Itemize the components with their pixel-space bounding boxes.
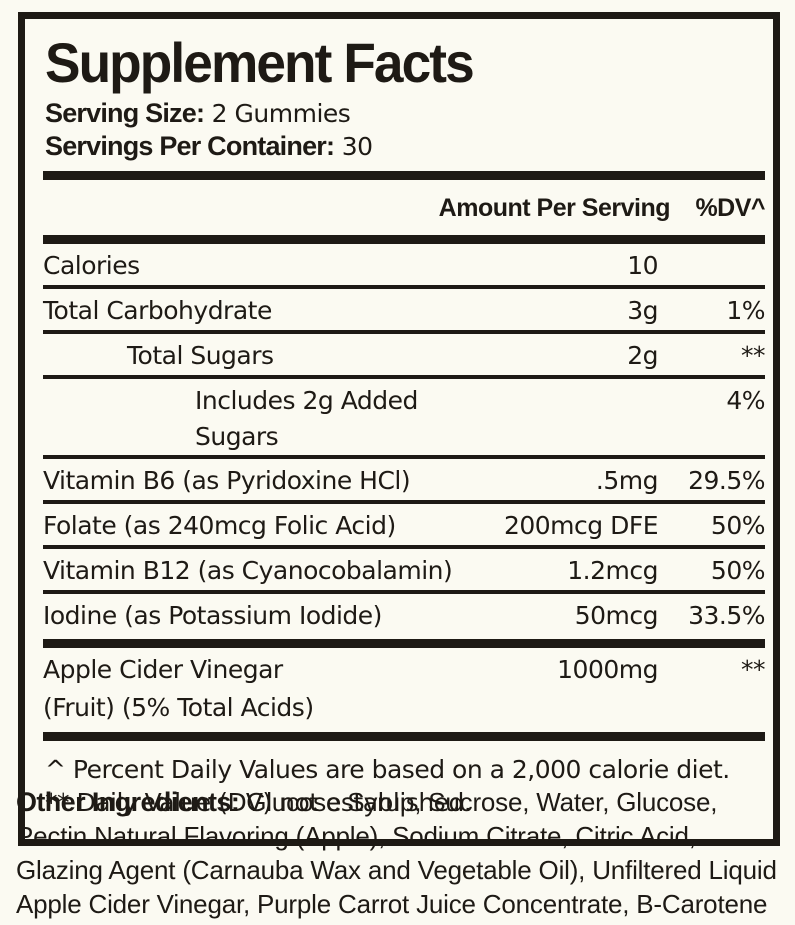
- row-name: Includes 2g Added Sugars: [43, 383, 505, 455]
- footnotes: ^ Percent Daily Values are based on a 2,…: [43, 741, 765, 825]
- facts-rows: Calories 10 Total Carbohydrate 3g 1% Tot…: [43, 244, 766, 741]
- row-name: Folate (as 240mcg Folic Acid): [43, 508, 504, 544]
- row-amount: 2g: [627, 341, 658, 370]
- row-amount: 200mcg DFE: [503, 511, 659, 540]
- row-name-text: Apple Cider Vinegar: [43, 655, 283, 684]
- servings-per-container-line: Servings Per Container: 30: [45, 130, 765, 163]
- row-name: Calories: [43, 248, 505, 284]
- footnote-dv-not-established: ** Daily Value (DV) not established.: [45, 788, 472, 817]
- row-name: Vitamin B12 (as Cyanocobalamin): [43, 553, 505, 589]
- row-name-line2: (Fruit) (5% Total Acids): [43, 693, 314, 722]
- other-ingredients-label: Other Ingredients:: [16, 787, 240, 817]
- row-name-text: Total Carbohydrate: [43, 296, 272, 325]
- row-dv: **: [741, 341, 766, 370]
- panel-title: Supplement Facts: [45, 31, 475, 94]
- servings-per-container-value: 30: [341, 132, 373, 161]
- supplement-facts-panel: Supplement Facts Serving Size: 2 Gummies…: [18, 12, 780, 846]
- row-name-text: Folate (as 240mcg Folic Acid): [43, 511, 396, 540]
- row-dv: 33.5%: [688, 601, 765, 630]
- footnote-daily-values: ^ Percent Daily Values are based on a 2,…: [45, 755, 730, 784]
- row-name-text: Calories: [43, 251, 140, 280]
- row-dv: 50%: [710, 511, 766, 540]
- row-name-text: Total Sugars: [127, 341, 274, 370]
- nutrient-row: Apple Cider Vinegar (Fruit) (5% Total Ac…: [43, 648, 766, 732]
- nutrient-row: Total Sugars 2g **: [43, 334, 766, 379]
- nutrient-row: Includes 2g Added Sugars 4%: [43, 379, 766, 459]
- thick-divider: [43, 171, 765, 180]
- row-dv: 1%: [726, 296, 765, 325]
- row-name: Iodine (as Potassium Iodide): [43, 598, 505, 634]
- nutrient-row: Calories 10: [43, 244, 765, 289]
- row-dv: **: [741, 655, 766, 684]
- row-name: Apple Cider Vinegar (Fruit) (5% Total Ac…: [43, 652, 505, 732]
- amount-per-serving-header: Amount Per Serving: [438, 194, 671, 222]
- nutrient-row: Vitamin B12 (as Cyanocobalamin) 1.2mcg 5…: [43, 549, 766, 594]
- serving-size-value: 2 Gummies: [211, 99, 351, 128]
- servings-per-container-label: Servings Per Container:: [45, 131, 335, 161]
- row-dv: 29.5%: [688, 466, 765, 495]
- serving-size-label: Serving Size:: [45, 98, 205, 128]
- nutrient-row: Iodine (as Potassium Iodide) 50mcg 33.5%: [43, 594, 766, 639]
- other-ingredients-text: Glucose Syrup, Sucrose, Water, Glucose, …: [16, 787, 777, 925]
- row-amount: 1.2mcg: [567, 556, 658, 585]
- serving-size-line: Serving Size: 2 Gummies: [45, 97, 765, 130]
- thick-divider: [43, 235, 765, 244]
- thick-divider: [43, 732, 765, 741]
- nutrient-row: Total Carbohydrate 3g 1%: [43, 289, 766, 334]
- other-ingredients: Other Ingredients: Glucose Syrup, Sucros…: [16, 785, 788, 925]
- column-header-row: Amount Per Serving %DV^: [43, 180, 766, 235]
- row-name-text: Vitamin B12 (as Cyanocobalamin): [43, 556, 453, 585]
- row-amount: 10: [627, 251, 658, 280]
- row-name: Total Carbohydrate: [43, 293, 505, 329]
- row-name: Vitamin B6 (as Pyridoxine HCl): [43, 463, 505, 499]
- row-amount: .5mg: [595, 466, 659, 495]
- row-amount: 1000mg: [557, 655, 658, 684]
- row-amount: 3g: [627, 296, 658, 325]
- thick-divider: [43, 639, 765, 648]
- row-name-text: Iodine (as Potassium Iodide): [43, 601, 382, 630]
- row-name-text: Includes 2g Added Sugars: [195, 386, 418, 451]
- nutrient-row: Vitamin B6 (as Pyridoxine HCl) .5mg 29.5…: [43, 459, 766, 504]
- nutrient-row: Folate (as 240mcg Folic Acid) 200mcg DFE…: [43, 504, 766, 549]
- row-name: Total Sugars: [43, 338, 505, 374]
- row-amount: 50mcg: [574, 601, 659, 630]
- row-dv: 4%: [726, 386, 765, 415]
- row-dv: 50%: [710, 556, 766, 585]
- percent-dv-header: %DV^: [695, 194, 765, 222]
- row-name-text: Vitamin B6 (as Pyridoxine HCl): [43, 466, 411, 495]
